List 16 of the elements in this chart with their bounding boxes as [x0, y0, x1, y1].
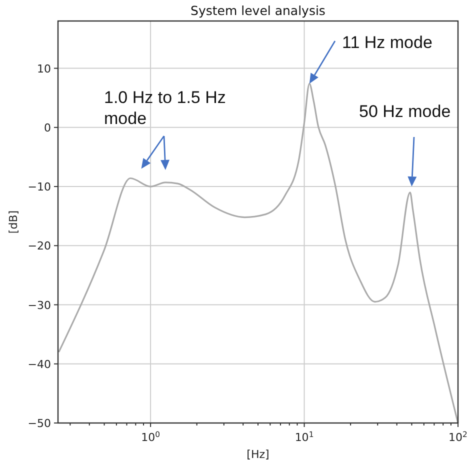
y-tick-label: −50 [28, 417, 51, 430]
y-tick-label: −20 [28, 240, 51, 253]
annotation: 1.0 Hz to 1.5 Hz mode [104, 88, 226, 128]
x-tick-label: 10$^{0}$ [141, 430, 160, 444]
y-tick-label: −40 [28, 358, 51, 371]
y-tick-label: 10 [37, 62, 51, 76]
annotation: 11 Hz mode [342, 33, 432, 52]
x-tick-label: 10$^{2}$ [448, 430, 468, 444]
y-tick-label: −10 [28, 180, 51, 194]
y-tick-label: −30 [28, 298, 51, 312]
chart-title: System level analysis [190, 3, 326, 18]
y-axis-title: [dB] [7, 210, 20, 234]
x-tick-label: 10$^{1}$ [294, 430, 314, 444]
annotation: 50 Hz mode [359, 102, 451, 121]
y-tick-label: 0 [44, 121, 51, 134]
x-axis-title: [Hz] [246, 448, 270, 461]
